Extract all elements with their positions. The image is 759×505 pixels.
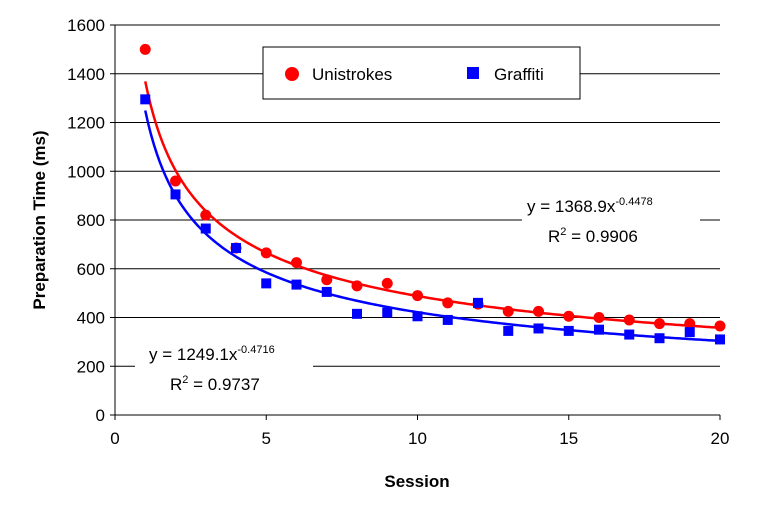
- point-unistrokes: [533, 305, 544, 317]
- equation-graffiti: y = 1249.1x-0.4716 R2 = 0.9737: [135, 338, 313, 396]
- point-graffiti: [594, 324, 604, 335]
- point-unistrokes: [260, 247, 272, 259]
- point-unistrokes: [200, 209, 212, 221]
- point-graffiti: [442, 314, 453, 325]
- y-tick-label: 600: [77, 260, 105, 279]
- equation-unistrokes-exponent: -0.4478: [615, 196, 652, 208]
- equation-graffiti-r2-label: R: [170, 375, 182, 394]
- equation-unistrokes-r2-value: = 0.9906: [566, 227, 637, 246]
- equation-graffiti-r2-power: 2: [182, 374, 188, 386]
- equation-graffiti-formula: y = 1249.1x-0.4716: [149, 344, 275, 364]
- point-graffiti: [684, 327, 695, 338]
- point-graffiti: [715, 334, 725, 345]
- legend: Unistrokes Graffiti: [262, 46, 581, 100]
- x-tick-label: 10: [408, 429, 427, 448]
- point-unistrokes: [170, 175, 181, 187]
- x-tick-label: 5: [262, 429, 271, 448]
- point-unistrokes: [563, 310, 575, 322]
- data-markers: [139, 43, 726, 345]
- point-unistrokes: [381, 277, 393, 289]
- point-unistrokes: [714, 320, 726, 332]
- point-graffiti: [654, 333, 665, 344]
- point-graffiti: [352, 308, 362, 319]
- equation-unistrokes-r2-label: R: [548, 227, 560, 246]
- equation-graffiti-exponent: -0.4716: [237, 344, 274, 356]
- equation-unistrokes-bg: [522, 190, 700, 248]
- point-unistrokes: [321, 274, 333, 286]
- point-graffiti: [624, 329, 635, 340]
- legend-label-unistrokes: Unistrokes: [312, 65, 392, 84]
- y-tick-label: 400: [77, 309, 105, 328]
- y-tick-label: 1000: [67, 162, 105, 181]
- point-graffiti: [291, 279, 302, 290]
- point-graffiti: [412, 311, 423, 322]
- y-axis-title: Preparation Time (ms): [30, 130, 49, 309]
- point-graffiti: [321, 286, 332, 297]
- point-unistrokes: [412, 290, 423, 302]
- legend-marker-unistrokes: [285, 67, 299, 81]
- legend-box: [262, 46, 581, 100]
- equation-graffiti-lhs: y = 1249.1x: [149, 345, 238, 364]
- point-unistrokes: [351, 280, 363, 292]
- x-tick-label: 15: [559, 429, 578, 448]
- legend-label-graffiti: Graffiti: [494, 65, 544, 84]
- equation-graffiti-bg: [135, 338, 313, 396]
- point-graffiti: [533, 323, 544, 334]
- x-tick-label: 20: [711, 429, 730, 448]
- x-tick-labels: 0 5 10 15 20: [110, 415, 729, 448]
- point-graffiti: [261, 278, 272, 289]
- x-tick-label: 0: [110, 429, 119, 448]
- equation-graffiti-r2-value: = 0.9737: [188, 375, 259, 394]
- y-tick-label: 800: [77, 211, 105, 230]
- point-graffiti: [140, 94, 151, 105]
- point-unistrokes: [442, 297, 454, 309]
- point-graffiti: [170, 189, 181, 200]
- point-graffiti: [473, 297, 483, 308]
- y-tick-label: 1600: [67, 16, 105, 35]
- equation-graffiti-r2: R2 = 0.9737: [170, 374, 260, 394]
- point-unistrokes: [502, 305, 514, 317]
- y-tick-label: 0: [96, 406, 105, 425]
- point-graffiti: [503, 325, 514, 336]
- point-graffiti: [200, 223, 211, 234]
- y-tick-label: 200: [77, 357, 105, 376]
- point-unistrokes: [291, 257, 302, 269]
- equation-unistrokes-lhs: y = 1368.9x: [527, 197, 616, 216]
- equation-unistrokes-r2: R2 = 0.9906: [548, 226, 638, 246]
- x-axis-title: Session: [384, 472, 449, 491]
- y-tick-labels: 0 200 400 600 800 1000 1200 1400 1600: [67, 16, 115, 425]
- point-unistrokes: [654, 318, 665, 330]
- point-graffiti: [231, 243, 241, 254]
- point-graffiti: [563, 325, 574, 336]
- point-graffiti: [382, 307, 393, 318]
- point-unistrokes: [139, 43, 151, 55]
- equation-unistrokes-formula: y = 1368.9x-0.4478: [527, 196, 653, 216]
- legend-marker-graffiti: [467, 67, 479, 79]
- trend-line-graffiti: [144, 110, 721, 343]
- y-tick-label: 1200: [67, 114, 105, 133]
- point-unistrokes: [623, 314, 635, 326]
- point-unistrokes: [684, 318, 696, 330]
- point-unistrokes: [593, 312, 605, 323]
- y-tick-label: 1400: [67, 65, 105, 84]
- equation-unistrokes: y = 1368.9x-0.4478 R2 = 0.9906: [522, 190, 700, 248]
- equation-unistrokes-r2-power: 2: [560, 226, 566, 238]
